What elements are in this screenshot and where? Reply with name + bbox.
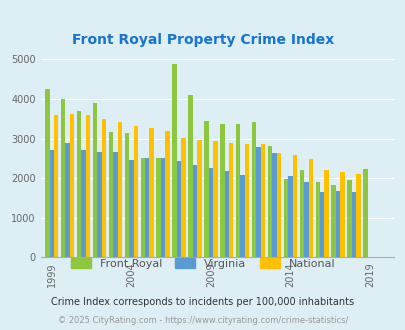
Bar [49, 150, 54, 257]
Bar [65, 143, 70, 257]
Bar [85, 115, 90, 257]
Bar [272, 153, 276, 257]
Bar [319, 192, 324, 257]
Bar [308, 159, 312, 257]
Legend: Front Royal, Virginia, National: Front Royal, Virginia, National [66, 254, 339, 273]
Bar [228, 143, 233, 257]
Bar [93, 103, 97, 257]
Bar [260, 144, 264, 257]
Text: © 2025 CityRating.com - https://www.cityrating.com/crime-statistics/: © 2025 CityRating.com - https://www.city… [58, 316, 347, 325]
Bar [197, 140, 201, 257]
Bar [54, 115, 58, 257]
Bar [256, 147, 260, 257]
Bar [192, 165, 197, 257]
Bar [315, 182, 319, 257]
Bar [129, 160, 133, 257]
Bar [208, 168, 213, 257]
Bar [172, 64, 176, 257]
Bar [283, 180, 288, 257]
Bar [77, 111, 81, 257]
Bar [213, 141, 217, 257]
Bar [117, 122, 122, 257]
Bar [240, 176, 244, 257]
Bar [244, 144, 249, 257]
Bar [149, 128, 153, 257]
Bar [276, 153, 281, 257]
Text: Crime Index corresponds to incidents per 100,000 inhabitants: Crime Index corresponds to incidents per… [51, 297, 354, 307]
Bar [339, 172, 344, 257]
Bar [288, 176, 292, 257]
Bar [220, 123, 224, 257]
Bar [165, 131, 169, 257]
Bar [330, 185, 335, 257]
Bar [176, 161, 181, 257]
Bar [362, 170, 367, 257]
Bar [335, 191, 339, 257]
Bar [204, 121, 208, 257]
Bar [124, 133, 129, 257]
Bar [347, 180, 351, 257]
Bar [251, 122, 256, 257]
Bar [45, 89, 49, 257]
Bar [145, 158, 149, 257]
Bar [81, 150, 85, 257]
Bar [97, 152, 101, 257]
Bar [188, 95, 192, 257]
Bar [113, 152, 117, 257]
Bar [61, 99, 65, 257]
Bar [235, 124, 240, 257]
Bar [224, 172, 228, 257]
Bar [70, 114, 74, 257]
Bar [101, 119, 106, 257]
Bar [303, 182, 308, 257]
Bar [292, 155, 296, 257]
Bar [109, 132, 113, 257]
Bar [356, 174, 360, 257]
Bar [267, 146, 272, 257]
Bar [324, 170, 328, 257]
Bar [160, 158, 165, 257]
Bar [156, 158, 160, 257]
Bar [181, 138, 185, 257]
Bar [351, 192, 356, 257]
Bar [133, 125, 138, 257]
Bar [140, 158, 145, 257]
Text: Front Royal Property Crime Index: Front Royal Property Crime Index [72, 33, 333, 47]
Bar [299, 170, 303, 257]
